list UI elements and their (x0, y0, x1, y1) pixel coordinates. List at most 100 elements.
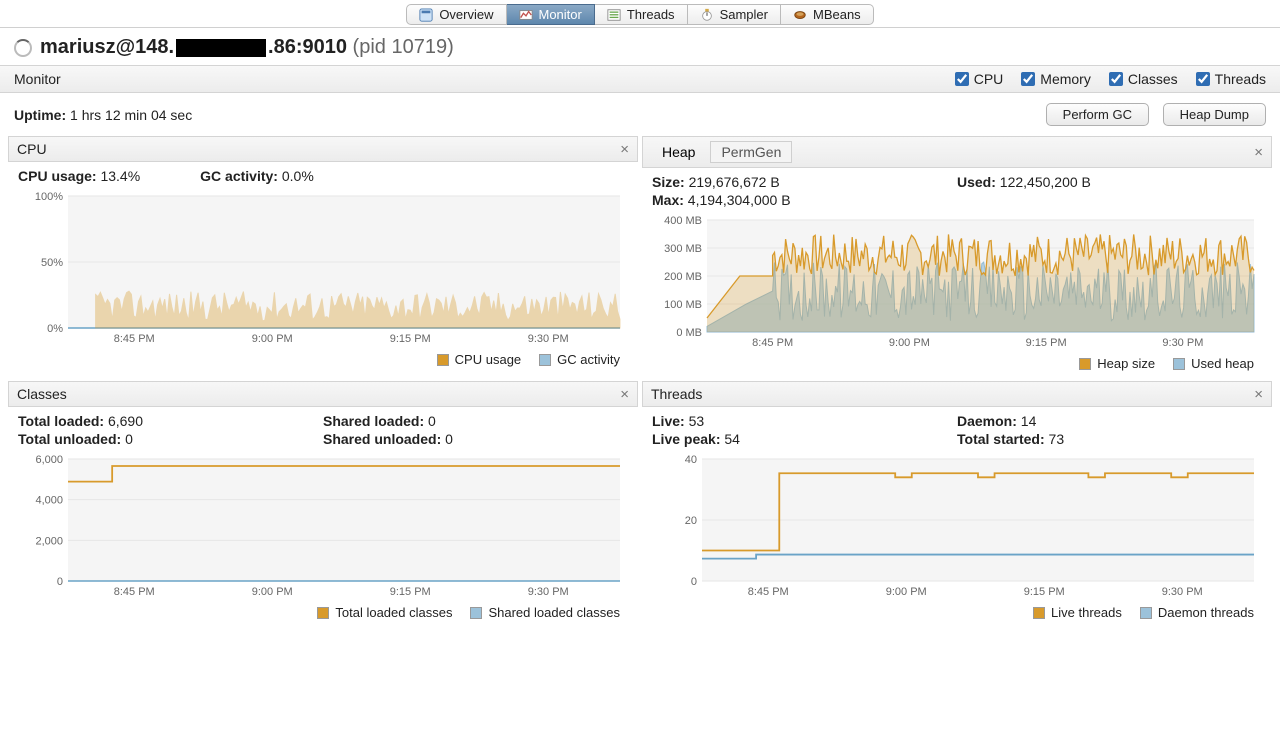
legend-item: Live threads (1033, 605, 1122, 620)
heap-size-label: Size: (652, 174, 685, 190)
legend-label: Heap size (1097, 356, 1155, 371)
svg-text:9:30 PM: 9:30 PM (1162, 337, 1203, 349)
check-label: CPU (974, 71, 1004, 87)
svg-text:9:00 PM: 9:00 PM (889, 337, 930, 349)
live-peak-label: Live peak: (652, 431, 720, 447)
tab-permgen[interactable]: PermGen (710, 141, 792, 163)
total-loaded-label: Total loaded: (18, 413, 104, 429)
check-label: Memory (1040, 71, 1091, 87)
total-loaded-value: 6,690 (108, 413, 143, 429)
legend-item: GC activity (539, 352, 620, 367)
classes-panel-header: Classes × (8, 381, 638, 407)
tab-label: Monitor (539, 7, 582, 22)
svg-text:8:45 PM: 8:45 PM (752, 337, 793, 349)
uptime-row: Uptime: 1 hrs 12 min 04 sec Perform GC H… (0, 93, 1280, 134)
tab-monitor[interactable]: Monitor (507, 4, 595, 25)
shared-unloaded-value: 0 (445, 431, 453, 447)
legend-item: CPU usage (437, 352, 521, 367)
close-icon[interactable]: × (1254, 387, 1263, 402)
title-suffix: .86:9010 (268, 36, 347, 58)
tab-segment: Overview Monitor ThreadsSamplerMBeans (406, 4, 873, 25)
svg-text:9:15 PM: 9:15 PM (1026, 337, 1067, 349)
checkbox[interactable] (1021, 72, 1035, 86)
classes-chart: 02,0004,0006,0008:45 PM9:00 PM9:15 PM9:3… (18, 451, 628, 601)
live-label: Live: (652, 413, 685, 429)
tab-threads[interactable]: Threads (595, 4, 688, 25)
threads-title: Threads (651, 386, 702, 402)
close-icon[interactable]: × (620, 387, 629, 402)
checkbox[interactable] (1109, 72, 1123, 86)
legend-item: Shared loaded classes (470, 605, 620, 620)
panels-grid: CPU × CPU usage: 13.4% GC activity: 0.0%… (0, 134, 1280, 628)
pid-text: (pid 10719) (353, 36, 454, 58)
heap-panel: Heap PermGen × Size: 219,676,672 B Used:… (642, 136, 1272, 377)
legend-item: Heap size (1079, 356, 1155, 371)
gc-activity-label: GC activity: (200, 168, 278, 184)
checkbox[interactable] (955, 72, 969, 86)
uptime-text: Uptime: 1 hrs 12 min 04 sec (14, 107, 192, 123)
svg-text:8:45 PM: 8:45 PM (748, 586, 789, 598)
monitor-label: Monitor (14, 71, 61, 87)
shared-loaded-label: Shared loaded: (323, 413, 424, 429)
check-memory[interactable]: Memory (1021, 71, 1091, 87)
live-peak-value: 54 (724, 431, 740, 447)
svg-text:2,000: 2,000 (35, 535, 63, 547)
legend-label: Used heap (1191, 356, 1254, 371)
heap-max-value: 4,194,304,000 B (688, 192, 791, 208)
legend-swatch (539, 354, 551, 366)
svg-text:50%: 50% (41, 257, 63, 269)
uptime-label: Uptime: (14, 107, 66, 123)
check-label: Classes (1128, 71, 1178, 87)
tab-mbeans[interactable]: MBeans (781, 4, 874, 25)
svg-text:9:00 PM: 9:00 PM (252, 586, 293, 598)
check-label: Threads (1215, 71, 1266, 87)
svg-text:0%: 0% (47, 323, 63, 335)
tab-heap[interactable]: Heap (651, 141, 706, 163)
classes-panel: Classes × Total loaded: 6,690 Shared loa… (8, 381, 638, 626)
total-unloaded-value: 0 (125, 431, 133, 447)
legend-swatch (1140, 607, 1152, 619)
legend-item: Total loaded classes (317, 605, 452, 620)
live-value: 53 (689, 413, 705, 429)
tab-label: Overview (439, 7, 493, 22)
heap-chart: 0 MB100 MB200 MB300 MB400 MB8:45 PM9:00 … (652, 212, 1262, 352)
svg-text:100 MB: 100 MB (664, 299, 702, 311)
svg-text:4,000: 4,000 (35, 495, 63, 507)
checkbox[interactable] (1196, 72, 1210, 86)
close-icon[interactable]: × (620, 142, 629, 157)
svg-text:9:15 PM: 9:15 PM (390, 586, 431, 598)
perform-gc-button[interactable]: Perform GC (1046, 103, 1149, 126)
threads-chart: 020408:45 PM9:00 PM9:15 PM9:30 PM (652, 451, 1262, 601)
classes-title: Classes (17, 386, 67, 402)
svg-text:6,000: 6,000 (35, 454, 63, 466)
svg-text:0: 0 (691, 576, 697, 588)
svg-text:9:00 PM: 9:00 PM (886, 586, 927, 598)
heap-dump-button[interactable]: Heap Dump (1163, 103, 1266, 126)
legend-item: Daemon threads (1140, 605, 1254, 620)
cpu-title: CPU (17, 141, 47, 157)
cpu-usage-value: 13.4% (100, 168, 140, 184)
check-cpu[interactable]: CPU (955, 71, 1004, 87)
check-threads[interactable]: Threads (1196, 71, 1266, 87)
legend-label: CPU usage (455, 352, 521, 367)
legend-swatch (1033, 607, 1045, 619)
svg-text:400 MB: 400 MB (664, 215, 702, 227)
svg-text:0 MB: 0 MB (676, 327, 702, 339)
cpu-panel-header: CPU × (8, 136, 638, 162)
cpu-stats: CPU usage: 13.4% GC activity: 0.0% (18, 168, 628, 184)
classes-stats: Total loaded: 6,690 Shared loaded: 0 Tot… (18, 413, 628, 447)
threads-panel-header: Threads × (642, 381, 1272, 407)
gc-activity-value: 0.0% (282, 168, 314, 184)
tab-overview[interactable]: Overview (406, 4, 506, 25)
check-classes[interactable]: Classes (1109, 71, 1178, 87)
heap-stats: Size: 219,676,672 B Used: 122,450,200 B … (652, 174, 1262, 208)
tab-sampler[interactable]: Sampler (688, 4, 781, 25)
close-icon[interactable]: × (1254, 145, 1263, 160)
svg-text:0: 0 (57, 576, 63, 588)
svg-text:9:00 PM: 9:00 PM (252, 333, 293, 345)
svg-text:300 MB: 300 MB (664, 243, 702, 255)
heap-panel-header: Heap PermGen × (642, 136, 1272, 168)
legend-label: GC activity (557, 352, 620, 367)
svg-text:8:45 PM: 8:45 PM (114, 586, 155, 598)
legend-swatch (1079, 358, 1091, 370)
